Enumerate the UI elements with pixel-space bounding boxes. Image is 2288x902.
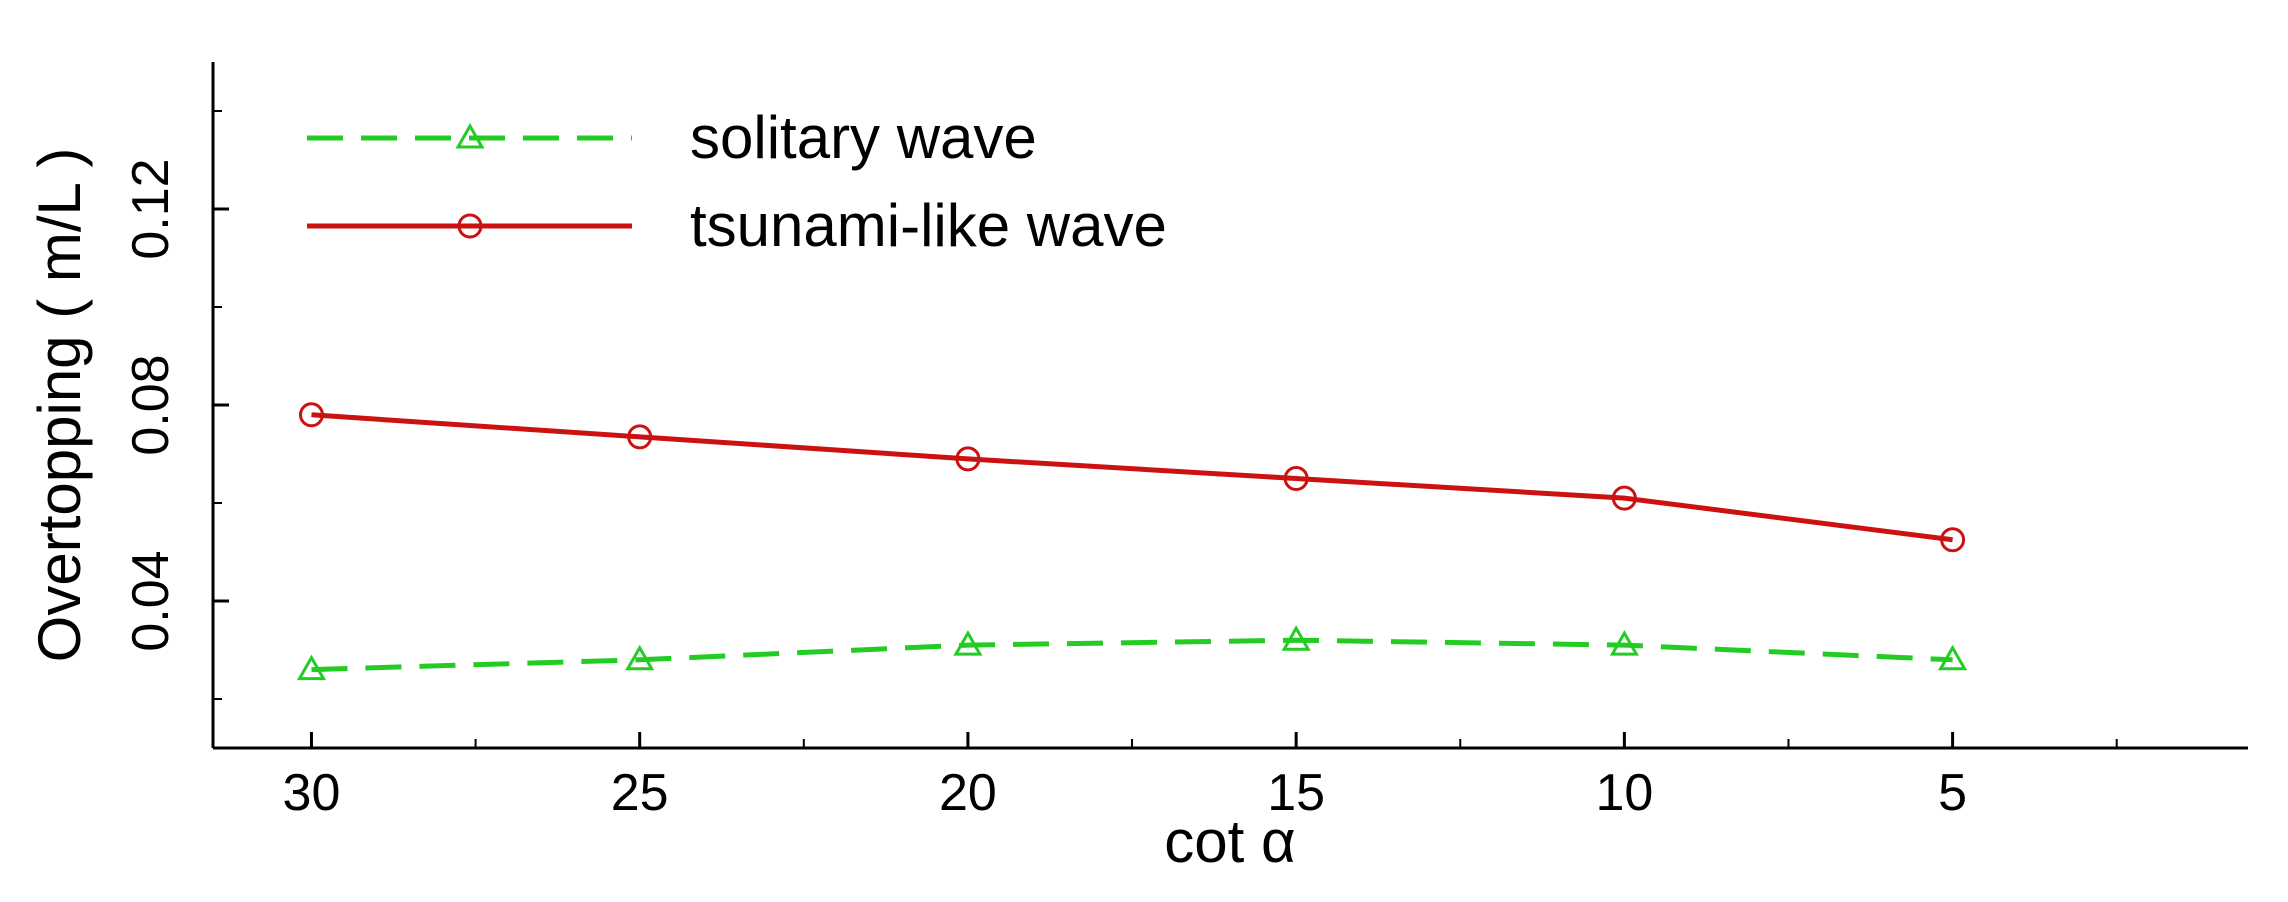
data-point-marker [1940,527,1966,553]
y-tick-label: 0.08 [122,354,180,455]
x-tick-label: 10 [1595,764,1653,822]
data-point-marker [298,402,324,428]
y-tick-label: 0.04 [122,550,180,651]
x-tick-label: 25 [611,764,669,822]
series-line [311,412,1953,543]
data-point-marker [625,644,655,671]
legend-marker [457,213,483,239]
ticks: 30 25 20 15 10 5 0.04 0.08 0.12 [122,110,2118,822]
data-point-marker [1283,466,1309,491]
data-point-marker [1281,625,1311,651]
x-axis-label: cot α [1164,808,1295,875]
series-triangle [296,625,1968,681]
legend: solitary wave tsunami-like wave [307,104,1167,259]
legend-item: solitary wave [307,104,1037,171]
data-point-marker [955,446,981,472]
x-tick-label: 15 [1267,764,1325,822]
data-point-marker [627,424,653,450]
axes [211,62,2248,750]
data-point-marker [296,654,327,681]
data-point-marker [953,630,983,656]
legend-marker [455,122,485,149]
x-tick-label: 20 [939,764,997,822]
y-axis-label: Overtopping ( m/L ) [26,148,93,663]
data-point-marker [1611,485,1637,511]
x-tick-label: 5 [1938,764,1967,822]
data-point-marker [1938,644,1968,671]
x-tick-label: 30 [283,764,341,822]
data-point-marker [1609,630,1639,656]
legend-item: tsunami-like wave [307,192,1167,259]
y-tick-label: 0.12 [122,158,180,259]
legend-label: solitary wave [690,104,1037,171]
legend-label: tsunami-like wave [690,192,1167,259]
series-layer [296,402,1968,681]
series-circle [298,402,1966,553]
series-line [311,637,1953,673]
